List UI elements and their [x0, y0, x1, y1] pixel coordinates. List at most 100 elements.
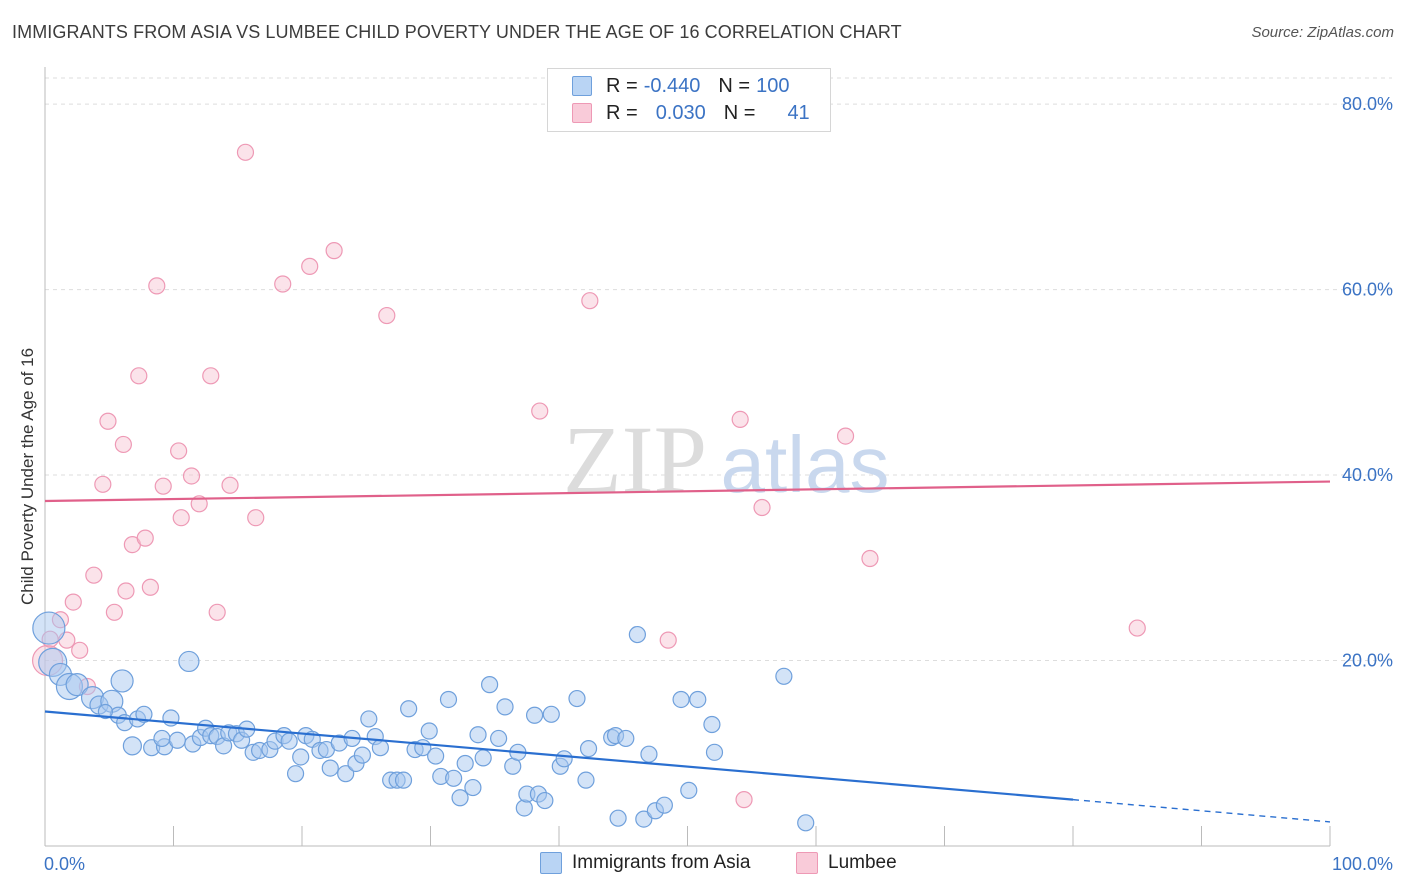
asia-point — [579, 740, 598, 758]
asia-point — [705, 743, 724, 761]
lumbee-point — [861, 549, 879, 568]
y-tick-label: 80.0% — [1342, 94, 1393, 114]
asia-point — [635, 810, 653, 828]
asia-point — [609, 809, 627, 827]
asia-point — [280, 732, 298, 750]
x-tick-label: 0.0% — [44, 854, 85, 874]
lumbee-point — [1128, 619, 1146, 637]
asia-point — [490, 729, 508, 748]
y-tick-label: 40.0% — [1342, 465, 1393, 485]
asia-point — [337, 765, 355, 783]
legend-swatch-asia — [572, 76, 592, 96]
correlation-legend: R = -0.440 N = 100 R = 0.030 N = 41 — [547, 68, 831, 132]
asia-point — [703, 715, 721, 734]
asia-point — [445, 769, 463, 787]
asia-point — [153, 729, 171, 748]
legend-swatch-lumbee — [572, 103, 592, 123]
asia-point — [439, 690, 458, 709]
asia-point — [371, 739, 389, 757]
lumbee-point — [236, 143, 255, 161]
legend-swatch-asia — [540, 852, 562, 874]
asia-point — [178, 650, 200, 673]
legend-row-lumbee: R = 0.030 N = 41 — [572, 100, 810, 126]
lumbee-point — [753, 498, 771, 517]
source-label: Source: ZipAtlas.com — [1251, 24, 1394, 41]
watermark-zip: ZIP — [563, 406, 707, 513]
asia-point — [394, 771, 413, 789]
asia-point — [672, 690, 690, 709]
y-tick-label: 20.0% — [1342, 651, 1393, 671]
asia-point — [496, 698, 514, 716]
lumbee-point — [735, 791, 753, 809]
asia-point — [542, 705, 560, 723]
y-axis-label: Child Poverty Under the Age of 16 — [18, 347, 37, 605]
asia-point — [32, 611, 66, 645]
legend-item-lumbee: Lumbee — [796, 852, 897, 874]
r-value: 0.030 — [655, 101, 706, 124]
r-value: -0.440 — [643, 74, 701, 97]
lumbee-point — [105, 603, 123, 621]
asia-point — [110, 669, 134, 693]
asia-point — [65, 673, 89, 697]
lumbee-point — [170, 442, 188, 460]
asia-point — [525, 706, 544, 724]
asia-point — [797, 814, 815, 832]
legend-swatch-lumbee — [796, 852, 818, 874]
asia-point — [617, 729, 635, 748]
asia-point — [360, 710, 378, 728]
lumbee-point — [94, 475, 112, 493]
lumbee-point — [117, 582, 135, 600]
asia-point — [481, 676, 499, 694]
lumbee-point — [85, 566, 103, 584]
asia-point — [451, 789, 469, 807]
asia-point — [577, 771, 595, 789]
lumbee-point — [659, 631, 677, 649]
lumbee-point — [71, 641, 89, 659]
lumbee-point — [325, 242, 343, 260]
asia-point — [469, 726, 487, 744]
lumbee-point — [836, 427, 855, 445]
asia-point — [400, 700, 418, 718]
watermark: ZIP atlas — [563, 406, 889, 513]
asia-point — [168, 731, 186, 749]
asia-point — [689, 690, 707, 709]
lumbee-point — [130, 367, 148, 385]
lumbee-point — [731, 410, 749, 429]
asia-point — [536, 791, 554, 810]
asia-trend-line — [44, 710, 1074, 801]
asia-point — [515, 799, 533, 817]
lumbee-point — [136, 529, 154, 547]
asia-point — [286, 765, 305, 783]
chart-title: IMMIGRANTS FROM ASIA VS LUMBEE CHILD POV… — [12, 22, 902, 42]
lumbee-point — [182, 467, 201, 485]
asia-point — [321, 759, 339, 777]
lumbee-trend-line — [44, 480, 1331, 503]
lumbee-point — [99, 412, 117, 430]
n-label: N = — [718, 74, 751, 97]
legend-label-lumbee: Lumbee — [828, 852, 897, 873]
asia-point — [555, 750, 573, 768]
asia-point — [464, 778, 482, 797]
asia-trend-extrapolation — [1072, 798, 1331, 823]
asia-point — [135, 705, 153, 723]
n-value: 100 — [756, 74, 790, 97]
n-value: 41 — [787, 101, 810, 124]
lumbee-point — [208, 603, 226, 621]
legend-label-asia: Immigrants from Asia — [572, 852, 751, 873]
asia-point — [456, 754, 474, 773]
asia-point — [97, 703, 113, 720]
asia-point — [628, 625, 646, 644]
asia-point — [655, 796, 673, 814]
asia-point — [640, 745, 658, 763]
y-tick-label: 60.0% — [1342, 280, 1393, 300]
asia-point — [292, 748, 310, 766]
lumbee-point — [64, 593, 82, 611]
r-label: R = — [606, 74, 638, 97]
asia-point — [474, 749, 492, 767]
lumbee-point — [221, 476, 239, 494]
lumbee-point — [148, 277, 166, 295]
lumbee-point — [581, 292, 599, 310]
legend-row-asia: R = -0.440 N = 100 — [572, 73, 789, 99]
lumbee-point — [301, 257, 319, 275]
x-tick-label: 100.0% — [1332, 854, 1393, 874]
